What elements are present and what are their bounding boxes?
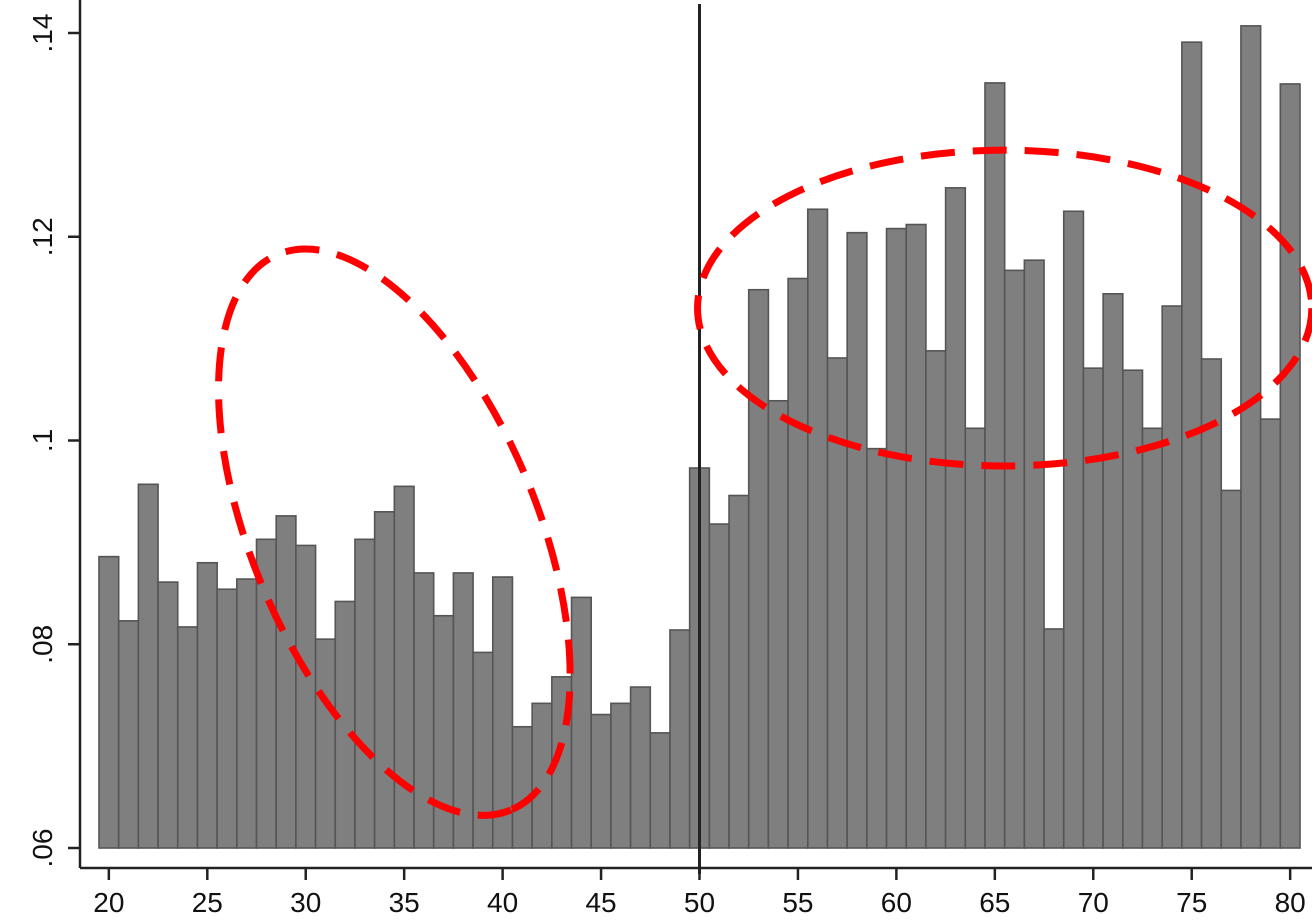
x-tick-label-45: 45 (585, 887, 616, 918)
bar-24 (176, 626, 199, 849)
bar-40 (491, 576, 514, 849)
bar-79 (1259, 418, 1282, 849)
x-tick-label-50: 50 (684, 887, 715, 918)
bar-22 (137, 483, 159, 849)
bar-45 (590, 713, 612, 849)
bar-46 (610, 702, 632, 849)
x-tick-label-80: 80 (1275, 887, 1306, 918)
bar-77 (1220, 489, 1242, 849)
bar-31 (314, 638, 337, 849)
bar-76 (1200, 358, 1223, 849)
bar-73 (1141, 427, 1163, 849)
bar-23 (157, 581, 179, 849)
y-tick-label-0.12: .12 (27, 217, 58, 256)
bar-58 (846, 231, 868, 849)
bar-69 (1062, 210, 1085, 849)
bar-53 (747, 288, 770, 849)
x-tick-label-70: 70 (1078, 887, 1109, 918)
bar-44 (570, 596, 593, 849)
bar-67 (1023, 259, 1045, 849)
bar-64 (964, 427, 986, 849)
bar-38 (452, 572, 474, 849)
bar-27 (236, 578, 258, 849)
bars-layer (98, 25, 1301, 849)
bar-52 (728, 494, 750, 849)
bar-75 (1181, 41, 1203, 849)
bar-37 (432, 614, 455, 849)
bar-47 (629, 686, 652, 849)
bar-62 (925, 350, 947, 849)
bar-71 (1102, 292, 1124, 849)
bar-41 (511, 725, 533, 849)
bar-48 (649, 732, 671, 849)
bar-54 (767, 399, 789, 849)
bar-68 (1043, 628, 1065, 849)
y-tick-label-0.06: .06 (27, 829, 58, 868)
bar-30 (295, 544, 317, 849)
y-tick-label-0.1: .1 (27, 429, 58, 452)
bar-78 (1240, 25, 1262, 849)
dashed-ellipse-1 (215, 245, 574, 819)
x-tick-label-65: 65 (979, 887, 1010, 918)
y-tick-label-0.08: .08 (27, 625, 58, 664)
bar-26 (216, 588, 238, 849)
x-tick-label-30: 30 (290, 887, 321, 918)
bar-29 (275, 515, 297, 849)
bar-36 (413, 572, 435, 849)
bar-57 (826, 357, 848, 849)
bar-70 (1082, 367, 1104, 849)
bar-59 (866, 447, 888, 849)
bar-42 (531, 702, 553, 849)
bar-56 (806, 208, 829, 849)
bar-34 (373, 511, 396, 849)
bar-74 (1161, 305, 1183, 849)
x-tick-label-25: 25 (192, 887, 223, 918)
x-tick-label-75: 75 (1176, 887, 1207, 918)
bar-72 (1122, 369, 1144, 849)
bar-55 (787, 277, 809, 849)
x-tick-label-55: 55 (782, 887, 813, 918)
y-tick-label-0.14: .14 (27, 14, 58, 53)
bar-51 (708, 523, 730, 849)
bar-32 (334, 600, 356, 849)
bar-20 (98, 555, 120, 849)
y-axis-ticks: .06 .08 .1 .12 .14 (27, 14, 80, 868)
bar-80 (1279, 83, 1301, 849)
x-axis-ticks: 20 25 30 35 40 45 50 55 60 65 70 75 80 (93, 868, 1306, 918)
x-tick-label-40: 40 (487, 887, 518, 918)
bar-63 (944, 187, 967, 849)
bar-21 (117, 620, 140, 849)
bar-60 (885, 227, 908, 849)
bar-33 (354, 538, 376, 849)
bar-61 (905, 223, 927, 849)
bar-28 (255, 538, 277, 849)
bar-25 (196, 561, 218, 849)
bar-35 (393, 485, 415, 849)
bar-66 (1003, 269, 1026, 849)
x-tick-label-60: 60 (881, 887, 912, 918)
x-tick-label-20: 20 (93, 887, 124, 918)
x-tick-label-35: 35 (389, 887, 420, 918)
bar-49 (669, 629, 691, 849)
